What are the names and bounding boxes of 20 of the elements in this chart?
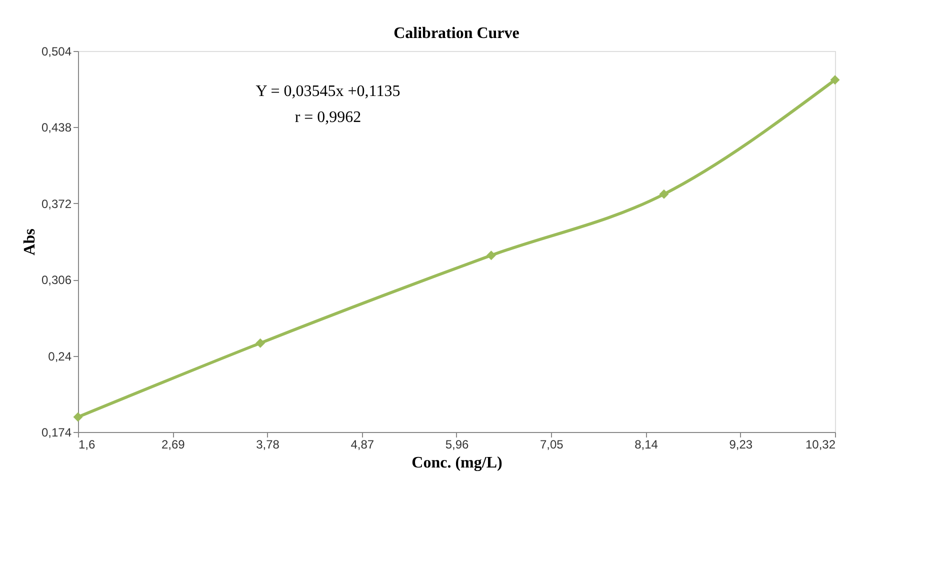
y-tick-label: 0,372 — [41, 196, 72, 211]
chart-title: Calibration Curve — [394, 25, 520, 42]
x-tick-label: 9,23 — [729, 438, 753, 452]
x-tick-label: 4,87 — [350, 438, 374, 452]
y-tick-label: 0,438 — [41, 120, 72, 135]
x-tick-label: 7,05 — [540, 438, 564, 452]
annotation: r = 0,9962 — [294, 109, 362, 126]
x-tick-label: 8,14 — [634, 438, 658, 452]
x-tick-label: 5,96 — [445, 438, 469, 452]
x-tick-label: 2,69 — [161, 438, 186, 452]
annotation: Y = 0,03545x +0,1135 — [256, 83, 400, 100]
y-tick-label: 0,306 — [41, 273, 72, 288]
x-axis-title: Conc. (mg/L) — [412, 454, 502, 472]
y-axis-title: Abs — [21, 228, 38, 256]
x-tick-label: 3,78 — [256, 438, 280, 452]
x-tick-label: 10,32 — [805, 438, 836, 452]
x-tick-label: 1,6 — [78, 438, 96, 452]
y-tick-label: 0,174 — [41, 426, 72, 440]
y-tick-label: 0,504 — [41, 44, 72, 58]
y-tick-label: 0,24 — [48, 349, 72, 364]
